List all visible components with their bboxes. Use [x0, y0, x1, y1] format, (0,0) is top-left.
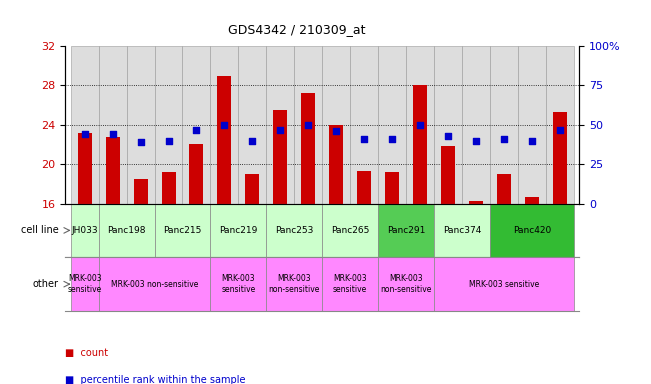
Bar — [350, 46, 378, 204]
Point — [135, 139, 146, 145]
Point — [499, 136, 509, 142]
Text: GDS4342 / 210309_at: GDS4342 / 210309_at — [228, 23, 365, 36]
Bar — [154, 46, 182, 204]
Text: Panc265: Panc265 — [331, 226, 369, 235]
Bar — [182, 46, 210, 204]
Bar — [133, 179, 148, 204]
Text: Panc374: Panc374 — [443, 226, 481, 235]
Point — [191, 126, 202, 132]
Point — [275, 126, 286, 132]
Bar — [469, 200, 483, 204]
Text: MRK-003
non-sensitive: MRK-003 non-sensitive — [269, 275, 320, 294]
Point — [219, 122, 230, 128]
Text: Panc253: Panc253 — [275, 226, 314, 235]
Text: Panc219: Panc219 — [219, 226, 258, 235]
Bar — [99, 257, 210, 311]
Bar — [322, 257, 378, 311]
Point — [303, 122, 314, 128]
Bar — [210, 257, 266, 311]
Text: MRK-003
sensitive: MRK-003 sensitive — [333, 275, 367, 294]
Bar — [525, 197, 539, 204]
Bar — [266, 46, 294, 204]
Text: MRK-003 non-sensitive: MRK-003 non-sensitive — [111, 280, 198, 289]
Bar — [238, 46, 266, 204]
Text: Panc198: Panc198 — [107, 226, 146, 235]
Text: MRK-003 sensitive: MRK-003 sensitive — [469, 280, 539, 289]
Bar — [105, 137, 120, 204]
Text: Panc215: Panc215 — [163, 226, 202, 235]
Bar — [245, 174, 259, 204]
Bar — [71, 204, 99, 257]
Bar — [126, 46, 154, 204]
Text: MRK-003
sensitive: MRK-003 sensitive — [221, 275, 256, 294]
Bar — [266, 257, 322, 311]
Text: ■  percentile rank within the sample: ■ percentile rank within the sample — [65, 375, 245, 384]
Point — [359, 136, 369, 142]
Text: cell line: cell line — [21, 225, 59, 235]
Bar — [322, 46, 350, 204]
Bar — [462, 46, 490, 204]
Bar — [217, 76, 231, 204]
Point — [331, 128, 341, 134]
Bar — [154, 204, 210, 257]
Point — [471, 137, 481, 144]
Bar — [378, 204, 434, 257]
Bar — [406, 46, 434, 204]
Bar — [434, 257, 574, 311]
Bar — [266, 204, 322, 257]
Bar — [210, 46, 238, 204]
Text: ■  count: ■ count — [65, 348, 108, 358]
Bar — [434, 46, 462, 204]
Bar — [518, 46, 546, 204]
Point — [163, 137, 174, 144]
Point — [79, 131, 90, 137]
Point — [247, 137, 258, 144]
Point — [415, 122, 425, 128]
Bar — [553, 112, 567, 204]
Text: MRK-003
sensitive: MRK-003 sensitive — [68, 275, 102, 294]
Bar — [294, 46, 322, 204]
Text: Panc291: Panc291 — [387, 226, 425, 235]
Bar — [99, 46, 126, 204]
Bar — [99, 204, 154, 257]
Bar — [378, 46, 406, 204]
Bar — [189, 144, 204, 204]
Bar — [546, 46, 574, 204]
Bar — [322, 204, 378, 257]
Bar — [329, 125, 343, 204]
Text: Panc420: Panc420 — [513, 226, 551, 235]
Text: JH033: JH033 — [72, 226, 98, 235]
Bar — [413, 86, 427, 204]
Bar — [441, 146, 455, 204]
Bar — [385, 172, 399, 204]
Bar — [490, 46, 518, 204]
Text: other: other — [33, 279, 59, 289]
Point — [527, 137, 537, 144]
Text: MRK-003
non-sensitive: MRK-003 non-sensitive — [380, 275, 432, 294]
Bar — [77, 133, 92, 204]
Point — [387, 136, 397, 142]
Bar — [497, 174, 511, 204]
Bar — [71, 257, 99, 311]
Point — [555, 126, 565, 132]
Bar — [161, 172, 176, 204]
Bar — [210, 204, 266, 257]
Bar — [434, 204, 490, 257]
Bar — [357, 171, 371, 204]
Bar — [378, 257, 434, 311]
Bar — [301, 93, 315, 204]
Bar — [490, 204, 574, 257]
Bar — [71, 46, 99, 204]
Point — [107, 131, 118, 137]
Bar — [273, 110, 287, 204]
Point — [443, 133, 453, 139]
